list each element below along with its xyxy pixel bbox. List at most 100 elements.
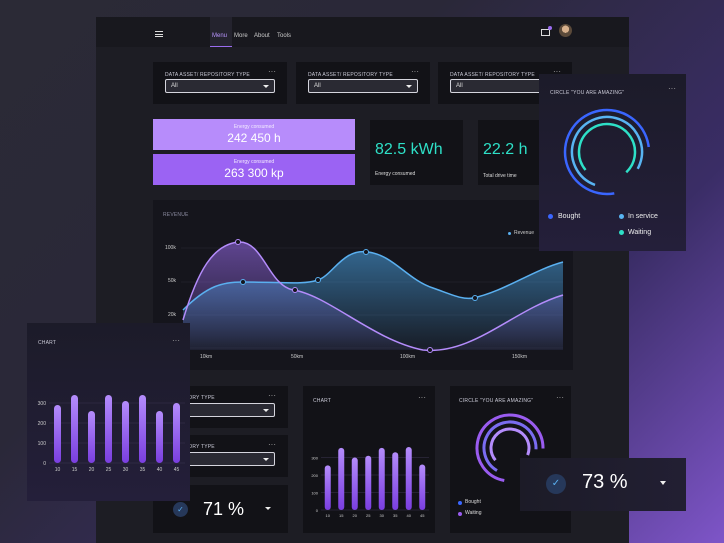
percent-value: 73 % xyxy=(582,471,628,493)
circle-title: CIRCLE "YOU ARE AMAZING" xyxy=(550,90,625,96)
bar[interactable] xyxy=(122,401,129,463)
nav-active-bg xyxy=(210,17,232,47)
kpi-drive-label: Total drive time xyxy=(483,173,517,179)
more-icon[interactable]: ··· xyxy=(553,67,561,76)
bar[interactable] xyxy=(54,405,61,463)
legend-dot xyxy=(548,214,553,219)
chart-card-mid: CHART ··· 0 100 200 300 10 15 20 25 30 35 40 45 xyxy=(303,386,435,533)
kpi-kwh-label: Energy consumed xyxy=(375,171,416,177)
y-tick: 300 xyxy=(38,401,47,407)
y-tick: 100 xyxy=(38,441,47,447)
filter-select-1[interactable]: All xyxy=(165,79,275,93)
circle-card: CIRCLE "YOU ARE AMAZING" ··· Bought In s… xyxy=(539,74,686,251)
revenue-points xyxy=(240,249,478,301)
circle-chart xyxy=(563,108,651,196)
bar[interactable] xyxy=(324,465,331,510)
x-tick: 45 xyxy=(420,513,425,518)
legend-dot xyxy=(619,214,624,219)
bar[interactable] xyxy=(351,457,358,511)
kpi-label: Energy consumed xyxy=(233,124,275,130)
y-tick: 200 xyxy=(311,473,318,478)
legend-dot xyxy=(619,230,624,235)
more-icon[interactable]: ··· xyxy=(418,393,426,402)
y-tick: 100 xyxy=(311,491,318,496)
kpi-drive-value: 22.2 h xyxy=(483,141,528,158)
check-icon[interactable]: ✓ xyxy=(546,474,566,494)
bar[interactable] xyxy=(105,395,112,463)
circle-small-chart xyxy=(475,413,545,483)
bar[interactable] xyxy=(88,411,95,463)
legend-waiting: Waiting xyxy=(465,510,482,516)
chevron-down-icon[interactable] xyxy=(660,481,666,485)
filter-label: DATA ASSET/ REPOSITORY TYPE xyxy=(450,72,535,78)
kpi-kwh-card: 82.5 kWh Energy consumed xyxy=(370,120,463,185)
filter-label: DATA ASSET/ REPOSITORY TYPE xyxy=(165,72,250,78)
bar[interactable] xyxy=(139,395,146,463)
legend-in-service: In service xyxy=(628,213,658,220)
nav-menu[interactable]: Menu xyxy=(212,33,228,39)
mail-icon[interactable] xyxy=(541,29,550,36)
bar[interactable] xyxy=(338,447,345,510)
more-icon[interactable]: ··· xyxy=(268,67,276,76)
percent-card-big: ✓ 73 % xyxy=(520,458,686,511)
bar[interactable] xyxy=(156,411,163,463)
x-tick: 20 xyxy=(89,467,95,473)
bar[interactable] xyxy=(378,447,385,510)
nav-tools[interactable]: Tools xyxy=(277,33,292,39)
revenue-points-purple xyxy=(235,239,433,353)
filter-select-3[interactable]: All xyxy=(450,79,560,93)
y-tick: 0 xyxy=(316,508,319,513)
nav-about[interactable]: About xyxy=(254,33,270,39)
chart-title: CHART xyxy=(313,398,332,404)
notification-dot xyxy=(548,26,552,30)
more-icon[interactable]: ··· xyxy=(556,393,564,402)
more-icon[interactable]: ··· xyxy=(411,67,419,76)
kpi-energy-2: Energy consumed 263 300 kp xyxy=(153,154,355,185)
x-tick: 40 xyxy=(157,467,163,473)
chart-title: CHART xyxy=(38,340,57,346)
chevron-down-icon xyxy=(263,409,269,412)
filter-label: DATA ASSET/ REPOSITORY TYPE xyxy=(308,72,393,78)
check-icon[interactable]: ✓ xyxy=(173,502,188,517)
mid-bar-chart: 0 100 200 300 10 15 20 25 30 35 40 45 xyxy=(311,447,429,518)
more-icon[interactable]: ··· xyxy=(172,336,180,345)
x-tick: 40 xyxy=(407,513,412,518)
legend-revenue: Revenue xyxy=(514,230,535,236)
x-tick: 20 xyxy=(353,513,358,518)
bar[interactable] xyxy=(173,403,180,463)
kpi-kwh-value: 82.5 kWh xyxy=(375,141,443,158)
revenue-chart-svg xyxy=(181,239,564,353)
filter-card-2: DATA ASSET/ REPOSITORY TYPE ··· All xyxy=(296,62,430,104)
chevron-down-icon[interactable] xyxy=(265,507,271,510)
bar[interactable] xyxy=(419,464,426,511)
filter-select-2[interactable]: All xyxy=(308,79,418,93)
kpi-value: 263 300 kp xyxy=(224,166,284,180)
bar[interactable] xyxy=(365,455,372,510)
series-blue-area xyxy=(183,251,563,350)
bar[interactable] xyxy=(392,452,399,510)
revenue-title: REVENUE xyxy=(163,212,189,218)
left-bar-chart: 0 100 200 300 10 15 20 25 30 35 40 45 xyxy=(38,395,185,473)
more-icon[interactable]: ··· xyxy=(668,84,676,93)
filter-card-1: DATA ASSET/ REPOSITORY TYPE ··· All xyxy=(153,62,287,104)
x-tick: 25 xyxy=(106,467,112,473)
nav-more[interactable]: More xyxy=(234,33,248,39)
kpi-drive-card: 22.2 h Total drive time xyxy=(478,120,548,185)
more-icon[interactable]: ··· xyxy=(268,391,276,400)
chevron-down-icon xyxy=(406,85,412,88)
avatar[interactable] xyxy=(559,24,572,37)
hamburger-menu-icon[interactable] xyxy=(155,31,163,37)
top-bar: Menu More About Tools xyxy=(96,17,629,47)
legend-waiting: Waiting xyxy=(628,229,652,236)
chevron-down-icon xyxy=(263,85,269,88)
x-tick: 100km xyxy=(400,354,416,360)
bar[interactable] xyxy=(405,447,412,510)
more-icon[interactable]: ··· xyxy=(268,440,276,449)
y-tick: 100k xyxy=(165,245,176,251)
y-tick: 200 xyxy=(38,421,47,427)
chevron-down-icon xyxy=(263,458,269,461)
legend-dot xyxy=(458,501,462,505)
x-tick: 50km xyxy=(291,354,304,360)
x-tick: 15 xyxy=(72,467,78,473)
bar[interactable] xyxy=(71,395,78,463)
